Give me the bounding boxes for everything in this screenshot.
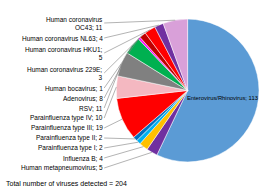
svg-text:Adenovirus; 8: Adenovirus; 8 xyxy=(63,95,103,102)
svg-text:Human coronavirus HKU1;5: Human coronavirus HKU1;5 xyxy=(25,46,103,61)
svg-text:Total number of viruses detect: Total number of viruses detected = 204 xyxy=(6,180,127,187)
svg-text:Enterovirus/Rhinovirus; 113: Enterovirus/Rhinovirus; 113 xyxy=(187,95,258,101)
svg-text:Human bocavirus; 1: Human bocavirus; 1 xyxy=(45,85,103,92)
svg-text:Parainfluenza type IV; 10: Parainfluenza type IV; 10 xyxy=(30,114,103,122)
svg-text:RSV; 11: RSV; 11 xyxy=(79,105,103,112)
svg-text:Parainfluenza type II; 2: Parainfluenza type II; 2 xyxy=(36,134,103,142)
svg-text:Parainfluenza type I; 2: Parainfluenza type I; 2 xyxy=(38,144,103,152)
svg-text:Parainfluenza type III; 19: Parainfluenza type III; 19 xyxy=(31,124,103,132)
svg-text:Human coronavirus 229E;3: Human coronavirus 229E;3 xyxy=(27,66,103,81)
svg-text:Human coronavirus NL63; 4: Human coronavirus NL63; 4 xyxy=(22,35,103,42)
svg-text:Human coronavirusOC43; 11: Human coronavirusOC43; 11 xyxy=(46,16,103,31)
svg-text:Human metapneumovirus; 5: Human metapneumovirus; 5 xyxy=(21,164,103,172)
svg-text:Influenza B; 4: Influenza B; 4 xyxy=(63,155,103,162)
